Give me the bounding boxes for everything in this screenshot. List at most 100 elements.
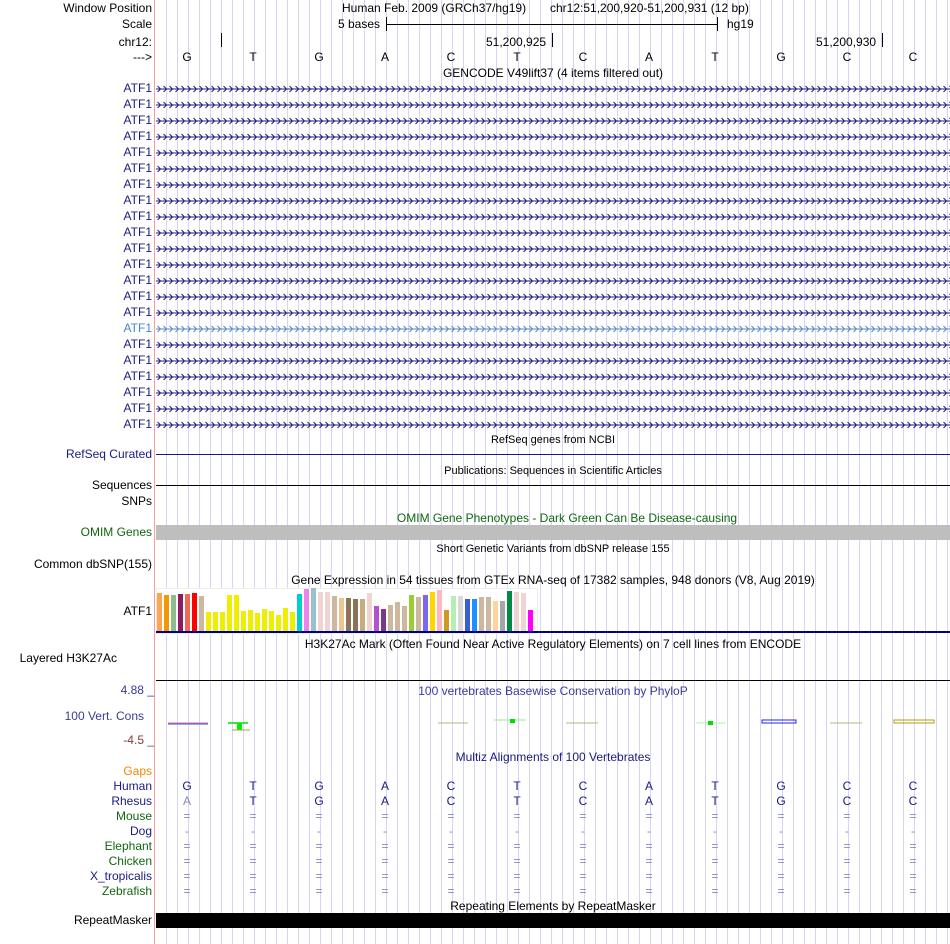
gtex-tissue-bar[interactable] [304, 589, 309, 631]
gtex-tissue-bar[interactable] [213, 612, 218, 631]
gene-label-atf1[interactable]: ATF1 [123, 177, 152, 191]
gene-model-atf1[interactable] [156, 85, 950, 93]
gtex-tissue-bar[interactable] [276, 615, 281, 631]
snps-label[interactable]: SNPs [121, 494, 152, 508]
species-label[interactable]: Elephant [104, 839, 152, 853]
gtex-tissue-bar[interactable] [416, 597, 421, 631]
gtex-tissue-bar[interactable] [458, 596, 463, 631]
gene-model-atf1[interactable] [156, 101, 950, 109]
dbsnp-label[interactable]: Common dbSNP(155) [33, 557, 152, 571]
omim-gene-bar[interactable] [156, 525, 950, 540]
gene-model-atf1[interactable] [156, 389, 950, 397]
publications-label[interactable]: Sequences [91, 478, 152, 492]
gtex-tissue-bar[interactable] [514, 592, 519, 631]
gene-model-atf1[interactable] [156, 357, 950, 365]
gtex-tissue-bar[interactable] [430, 592, 435, 631]
gene-model-atf1[interactable] [156, 405, 950, 413]
gtex-tissue-bar[interactable] [339, 598, 344, 631]
gene-model-atf1[interactable] [156, 309, 950, 317]
species-label[interactable]: Human [113, 779, 152, 793]
gtex-tissue-bar[interactable] [178, 594, 183, 631]
gene-model-atf1[interactable] [156, 261, 950, 269]
gtex-tissue-bar[interactable] [185, 594, 190, 631]
gene-label-atf1[interactable]: ATF1 [123, 337, 152, 351]
gtex-tissue-bar[interactable] [199, 596, 204, 631]
gtex-tissue-bar[interactable] [521, 593, 526, 631]
gene-label-atf1[interactable]: ATF1 [123, 129, 152, 143]
gtex-tissue-bar[interactable] [381, 609, 386, 631]
gtex-tissue-bar[interactable] [465, 599, 470, 631]
gene-label-atf1[interactable]: ATF1 [123, 417, 152, 431]
gene-model-atf1[interactable] [156, 245, 950, 253]
species-label[interactable]: Rhesus [111, 794, 152, 808]
gtex-tissue-bar[interactable] [423, 595, 428, 631]
gene-label-atf1[interactable]: ATF1 [123, 321, 152, 335]
gene-label-atf1[interactable]: ATF1 [123, 305, 152, 319]
gtex-tissue-bar[interactable] [269, 611, 274, 631]
gtex-tissue-bar[interactable] [472, 599, 477, 631]
gtex-tissue-bar[interactable] [528, 610, 533, 631]
gene-model-atf1[interactable] [156, 325, 950, 333]
gene-model-atf1[interactable] [156, 229, 950, 237]
species-label[interactable]: Mouse [115, 809, 152, 823]
gtex-tissue-bar[interactable] [507, 591, 512, 631]
gene-model-atf1[interactable] [156, 421, 950, 429]
gene-label-atf1[interactable]: ATF1 [123, 289, 152, 303]
gtex-tissue-bar[interactable] [353, 599, 358, 631]
gtex-tissue-bar[interactable] [325, 592, 330, 631]
gene-label-atf1[interactable]: ATF1 [123, 385, 152, 399]
gene-label-atf1[interactable]: ATF1 [123, 81, 152, 95]
gene-label-atf1[interactable]: ATF1 [123, 145, 152, 159]
gtex-tissue-bar[interactable] [311, 588, 316, 631]
gtex-tissue-bar[interactable] [500, 601, 505, 631]
gtex-tissue-bar[interactable] [409, 595, 414, 631]
gtex-tissue-bar[interactable] [290, 612, 295, 631]
gene-label-atf1[interactable]: ATF1 [123, 193, 152, 207]
gene-label-atf1[interactable]: ATF1 [123, 401, 152, 415]
gene-model-atf1[interactable] [156, 293, 950, 301]
gene-label-atf1[interactable]: ATF1 [123, 369, 152, 383]
gene-label-atf1[interactable]: ATF1 [123, 209, 152, 223]
gtex-tissue-bar[interactable] [367, 593, 372, 631]
gtex-tissue-bar[interactable] [262, 609, 267, 631]
gtex-tissue-bar[interactable] [248, 610, 253, 631]
gene-model-atf1[interactable] [156, 117, 950, 125]
gaps-label[interactable]: Gaps [123, 764, 152, 778]
gtex-tissue-bar[interactable] [437, 590, 442, 631]
gtex-tissue-bar[interactable] [479, 597, 484, 631]
gtex-bar-chart[interactable] [156, 588, 950, 634]
gene-model-atf1[interactable] [156, 149, 950, 157]
species-label[interactable]: Chicken [108, 854, 152, 868]
gtex-tissue-bar[interactable] [171, 595, 176, 631]
gene-label-atf1[interactable]: ATF1 [123, 113, 152, 127]
gene-label-atf1[interactable]: ATF1 [123, 353, 152, 367]
gtex-tissue-bar[interactable] [297, 594, 302, 631]
phylop-label[interactable]: 100 Vert. Cons [64, 709, 144, 723]
gtex-tissue-bar[interactable] [318, 592, 323, 631]
gtex-tissue-bar[interactable] [164, 595, 169, 631]
gene-model-atf1[interactable] [156, 277, 950, 285]
gene-label-atf1[interactable]: ATF1 [123, 257, 152, 271]
gtex-tissue-bar[interactable] [395, 602, 400, 631]
gtex-tissue-bar[interactable] [444, 610, 449, 631]
repeat-element-bar[interactable] [156, 913, 950, 928]
gene-label-atf1[interactable]: ATF1 [123, 225, 152, 239]
refseq-gene-line[interactable] [156, 454, 950, 455]
gtex-tissue-bar[interactable] [451, 596, 456, 631]
gtex-tissue-bar[interactable] [220, 612, 225, 631]
gtex-tissue-bar[interactable] [346, 598, 351, 631]
gene-model-atf1[interactable] [156, 213, 950, 221]
gene-model-atf1[interactable] [156, 197, 950, 205]
gene-label-atf1[interactable]: ATF1 [123, 161, 152, 175]
omim-label[interactable]: OMIM Genes [80, 525, 152, 539]
gtex-tissue-bar[interactable] [360, 599, 365, 631]
gene-model-atf1[interactable] [156, 341, 950, 349]
gtex-tissue-bar[interactable] [234, 595, 239, 631]
gtex-tissue-bar[interactable] [332, 596, 337, 631]
gene-model-atf1[interactable] [156, 373, 950, 381]
gtex-tissue-bar[interactable] [255, 613, 260, 631]
gene-label-atf1[interactable]: ATF1 [123, 97, 152, 111]
gene-model-atf1[interactable] [156, 181, 950, 189]
gtex-tissue-bar[interactable] [374, 606, 379, 631]
gtex-tissue-bar[interactable] [157, 593, 162, 631]
